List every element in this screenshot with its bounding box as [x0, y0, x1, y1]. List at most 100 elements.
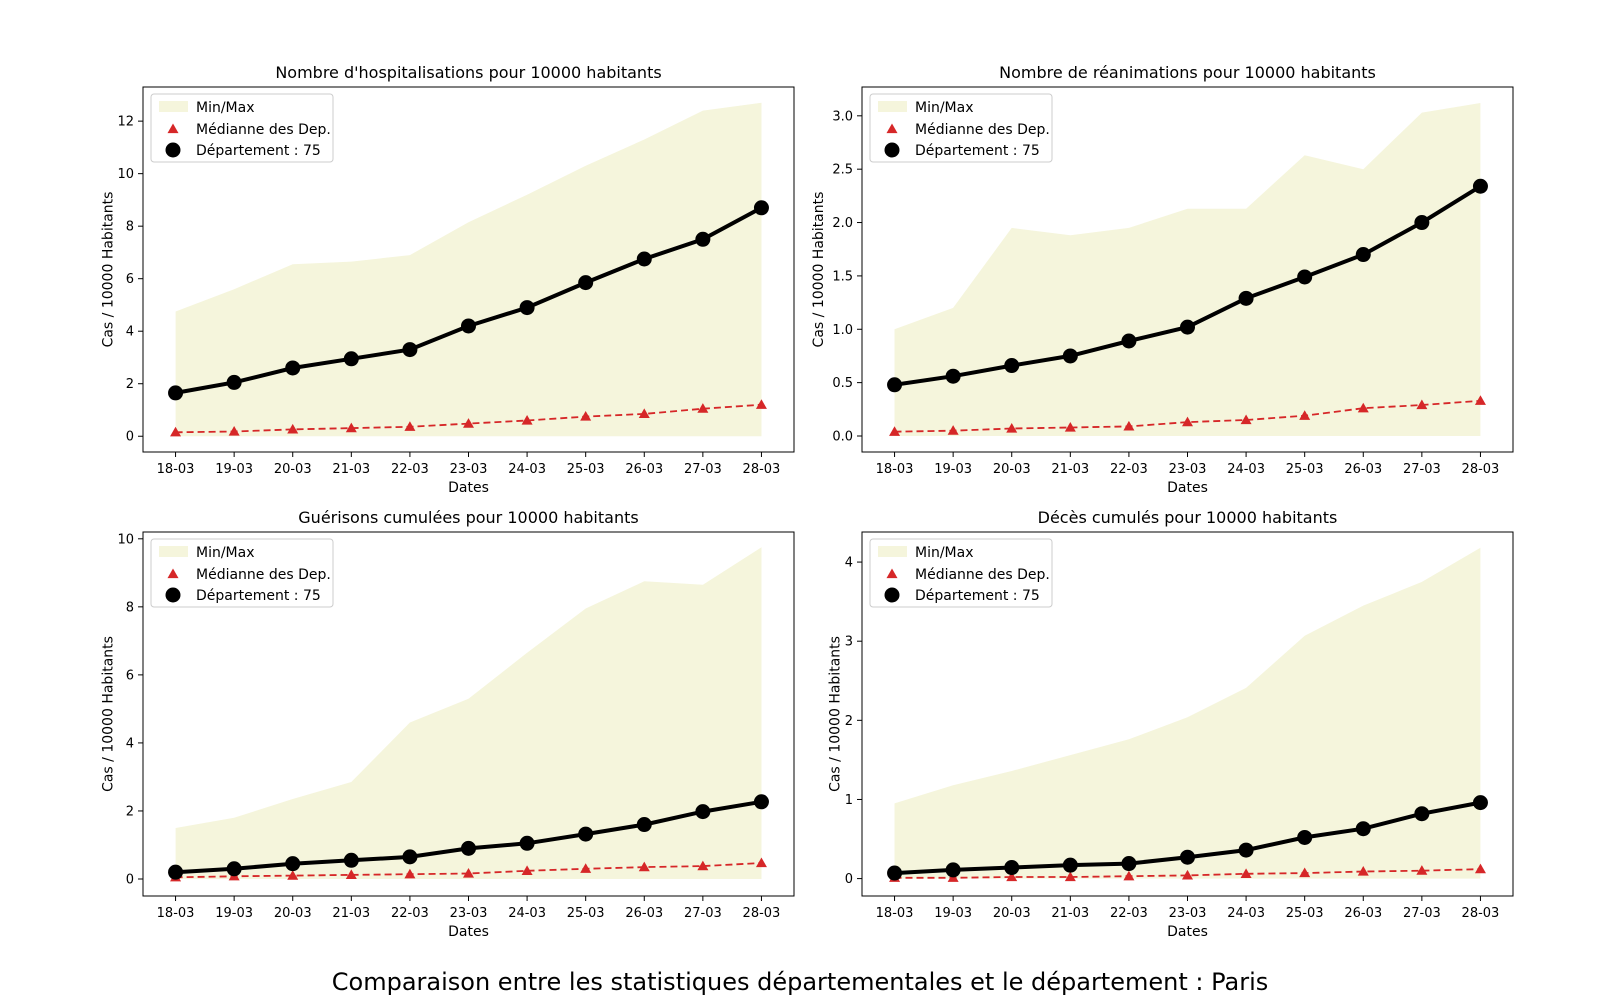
x-tick-label: 20-03 — [993, 906, 1031, 921]
legend-label-department: Département : 75 — [196, 588, 321, 604]
x-tick-label: 20-03 — [274, 462, 312, 477]
x-tick-label: 27-03 — [684, 462, 722, 477]
legend-swatch-minmax — [159, 546, 188, 557]
legend: Min/Max Médianne des Dep. Département : 75 — [869, 93, 1053, 163]
y-axis-label: Cas / 10000 Habitants — [100, 192, 116, 348]
x-tick-label: 28-03 — [743, 462, 781, 477]
legend-swatch-minmax — [878, 546, 907, 557]
median-point — [1123, 870, 1135, 881]
department-point — [168, 864, 184, 880]
median-point — [1006, 423, 1018, 433]
legend-label-department: Département : 75 — [915, 143, 1040, 159]
minmax-band — [894, 547, 1481, 879]
legend-swatch-minmax — [878, 101, 907, 112]
legend-label-minmax: Min/Max — [915, 100, 974, 116]
x-tick-label: 26-03 — [1344, 462, 1382, 477]
y-tick-label: 10 — [117, 167, 134, 182]
median-point — [580, 863, 592, 873]
legend-marker-median — [167, 568, 179, 579]
department-point — [285, 360, 301, 376]
x-axis-label: Dates — [1167, 924, 1208, 940]
x-tick-label: 18-03 — [876, 906, 914, 921]
legend-marker-department — [165, 587, 181, 603]
figure-suptitle: Comparaison entre les statistiques dépar… — [332, 968, 1268, 996]
department-point — [1414, 215, 1430, 231]
median-point — [1416, 865, 1428, 875]
x-tick-label: 22-03 — [391, 462, 429, 477]
y-tick-label: 3.0 — [832, 109, 853, 124]
y-tick-label: 2 — [126, 377, 134, 392]
x-tick-label: 19-03 — [215, 462, 253, 477]
y-tick-label: 4 — [126, 325, 134, 340]
y-tick-label: 2 — [845, 714, 853, 729]
department-point — [343, 351, 359, 367]
department-point — [461, 840, 476, 856]
median-line — [894, 868, 1481, 879]
legend-label-minmax: Min/Max — [196, 100, 255, 116]
y-tick-label: 1 — [845, 793, 853, 808]
x-tick-label: 24-03 — [508, 462, 546, 477]
y-tick-label: 0 — [126, 430, 134, 445]
legend-marker-median — [886, 568, 898, 579]
minmax-band — [894, 103, 1481, 436]
x-tick-label: 21-03 — [332, 462, 370, 477]
x-tick-label: 27-03 — [1403, 906, 1441, 921]
department-point — [695, 804, 711, 820]
median-point — [889, 426, 901, 436]
department-point — [519, 300, 535, 316]
median-point — [521, 414, 533, 425]
x-tick-label: 22-03 — [1110, 462, 1148, 477]
median-point — [1299, 410, 1311, 420]
department-point — [945, 368, 961, 384]
median-line — [894, 399, 1481, 433]
x-tick-label: 21-03 — [332, 906, 370, 921]
median-point — [1474, 395, 1486, 405]
x-tick-label: 23-03 — [450, 462, 488, 477]
minmax-band — [175, 102, 762, 437]
median-point — [228, 426, 240, 436]
x-tick-label: 25-03 — [567, 906, 605, 921]
median-point — [1006, 871, 1018, 882]
minmax-band — [175, 547, 762, 879]
department-point — [1472, 178, 1488, 194]
median-point — [287, 870, 299, 880]
x-tick-label: 18-03 — [157, 462, 195, 477]
median-point — [1416, 399, 1428, 410]
department-point — [461, 318, 476, 334]
y-axis-label: Cas / 10000 Habitants — [811, 192, 827, 348]
median-point — [1182, 869, 1193, 880]
department-point — [753, 200, 769, 216]
department-point — [887, 377, 903, 393]
x-tick-label: 28-03 — [743, 906, 781, 921]
chart-panel-1: 18-03 19-03 20-03 21-03 22-03 23-03 24-03 25-03… — [100, 63, 795, 496]
legend-label-department: Département : 75 — [196, 143, 321, 159]
department-point — [402, 849, 418, 865]
y-axis-label: Cas / 10000 Habitants — [100, 636, 116, 792]
median-point — [345, 869, 357, 880]
department-point — [1414, 806, 1430, 822]
legend-marker-department — [884, 587, 900, 603]
y-tick-label: 10 — [117, 532, 134, 547]
y-tick-label: 4 — [126, 736, 134, 751]
x-tick-label: 18-03 — [876, 462, 914, 477]
department-point — [343, 852, 359, 868]
legend-label-median: Médianne des Dep. — [196, 567, 331, 583]
x-tick-label: 23-03 — [1169, 462, 1207, 477]
department-point — [636, 251, 652, 267]
median-point — [1357, 402, 1369, 413]
x-tick-label: 24-03 — [508, 906, 546, 921]
y-tick-label: 0.0 — [832, 429, 853, 444]
department-point — [695, 231, 711, 247]
legend: Min/Max Médianne des Dep. Département : 75 — [150, 93, 334, 163]
legend-marker-department — [884, 142, 900, 158]
x-tick-label: 26-03 — [625, 906, 663, 921]
chart-title: Décès cumulés pour 10000 habitants — [1038, 508, 1338, 527]
department-point — [1355, 247, 1371, 263]
median-point — [170, 426, 182, 437]
chart-title: Nombre d'hospitalisations pour 10000 hab… — [275, 63, 661, 82]
median-point — [697, 860, 709, 871]
x-tick-label: 22-03 — [1110, 906, 1148, 921]
x-tick-label: 21-03 — [1051, 906, 1089, 921]
